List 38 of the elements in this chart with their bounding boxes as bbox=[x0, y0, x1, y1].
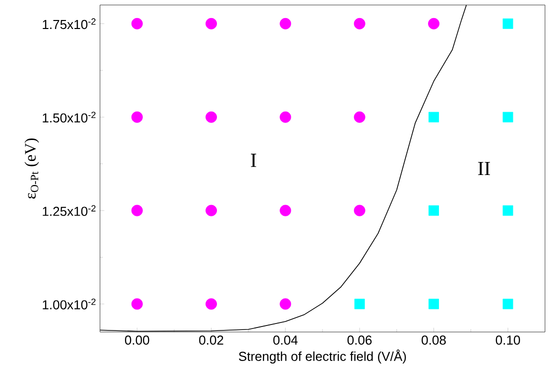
point bbox=[354, 298, 365, 310]
point bbox=[131, 204, 143, 216]
point bbox=[206, 204, 217, 216]
point bbox=[131, 111, 143, 123]
point bbox=[428, 298, 439, 310]
x-tick-label: 0.08 bbox=[422, 336, 446, 345]
point bbox=[206, 298, 217, 310]
y-tick-label: 1.50x10$^{-2}$ bbox=[42, 112, 96, 123]
point bbox=[280, 111, 292, 123]
y-tick-label: 1.00x10$^{-2}$ bbox=[42, 298, 96, 310]
y-axis-title: ε$_{O-Pt}$ (eV) bbox=[24, 138, 39, 199]
point bbox=[502, 18, 514, 29]
x-tick-label: 0.06 bbox=[347, 336, 372, 345]
point bbox=[428, 112, 439, 122]
point bbox=[131, 298, 143, 310]
annotation: II bbox=[478, 162, 490, 176]
x-tick-label: 0.00 bbox=[124, 336, 150, 345]
point bbox=[354, 111, 366, 123]
x-tick-label: 0.02 bbox=[199, 336, 224, 345]
point bbox=[131, 18, 143, 30]
y-tick-label: 1.75x10$^{-2}$ bbox=[42, 18, 96, 30]
y-tick-label: 1.25x10$^{-2}$ bbox=[42, 205, 96, 216]
point bbox=[206, 18, 217, 30]
x-tick-label: 0.04 bbox=[273, 336, 298, 345]
point bbox=[428, 205, 439, 216]
x-axis-title: Strength of electric field (V/Å) bbox=[238, 350, 406, 364]
x-tick-label: 0.10 bbox=[496, 336, 520, 345]
point bbox=[502, 298, 514, 310]
point bbox=[502, 112, 514, 122]
point bbox=[280, 204, 292, 216]
point bbox=[280, 298, 292, 310]
point bbox=[206, 111, 217, 123]
point bbox=[428, 18, 440, 30]
annotation: I bbox=[250, 154, 256, 167]
point bbox=[502, 205, 514, 216]
point bbox=[280, 18, 292, 30]
point bbox=[354, 18, 366, 30]
point bbox=[354, 204, 366, 216]
